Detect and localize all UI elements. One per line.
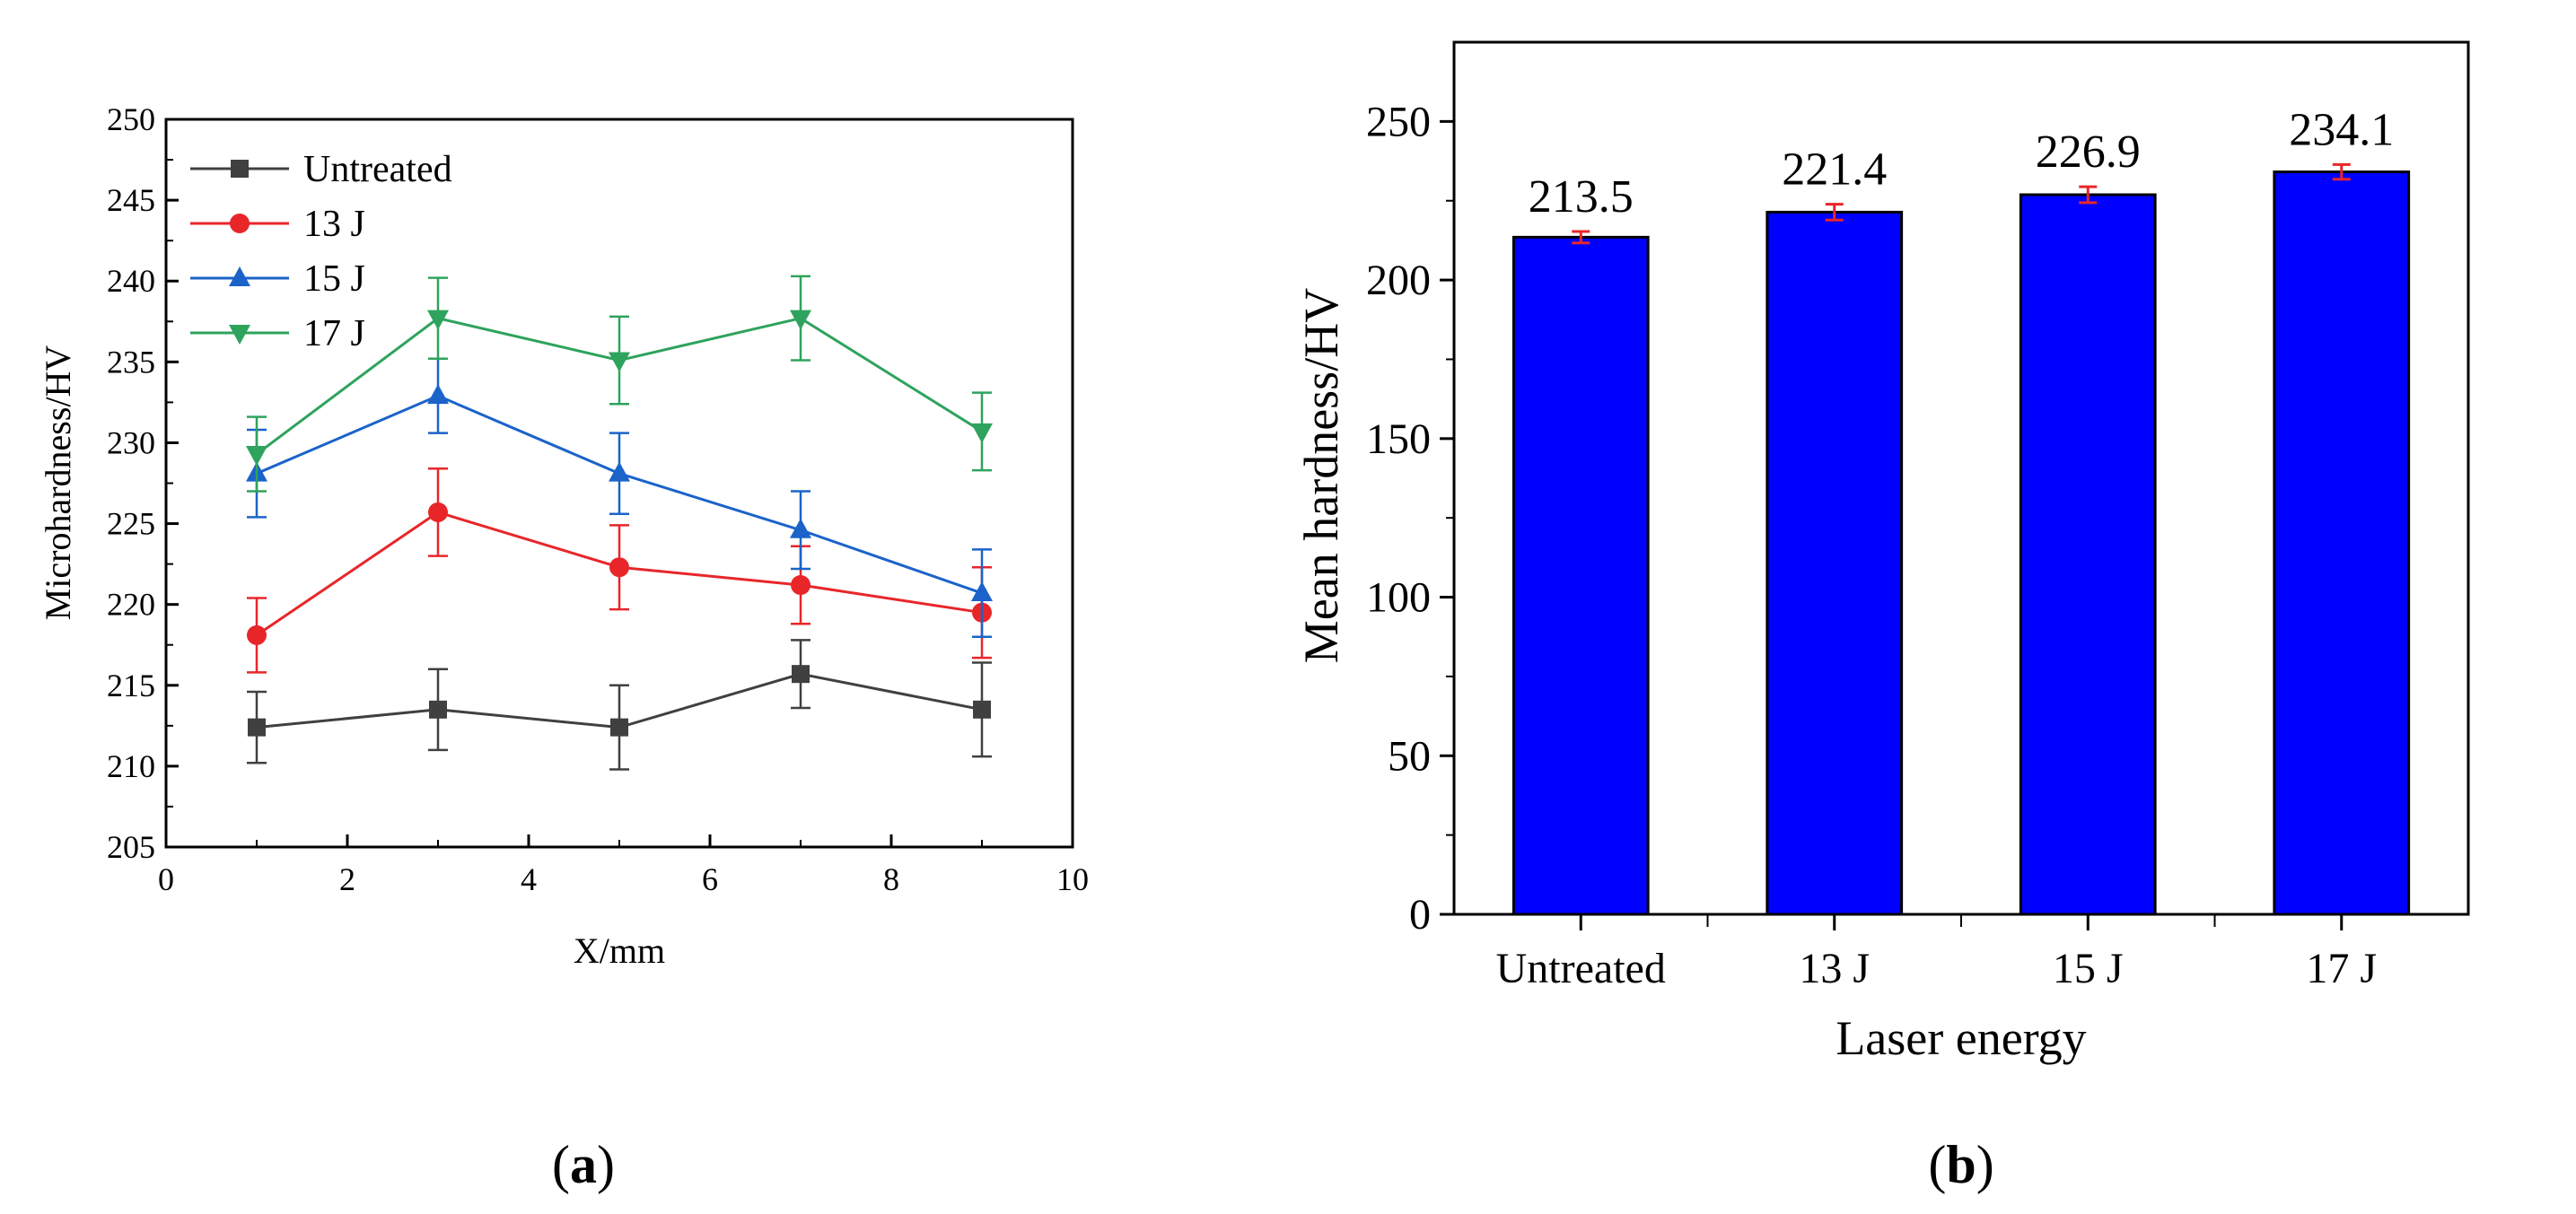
- panel-b-y-tick-label: 100: [1366, 574, 1431, 622]
- panel-b-y-axis-title: Mean hardness/HV: [1294, 288, 1348, 663]
- panel-a-y-tick-label: 205: [107, 829, 155, 865]
- panel-a-y-tick-label: 225: [107, 506, 155, 542]
- panel-a-y-axis-title: Microhardness/HV: [38, 345, 78, 621]
- legend-label-13j: 13 J: [303, 204, 365, 245]
- panel-a-x-tick-label: 4: [521, 861, 537, 897]
- panel-a-x-tick-label: 8: [883, 861, 899, 897]
- data-point-17-j: [427, 310, 449, 330]
- series-untreated: [247, 639, 992, 771]
- panel-a-y-tick-label: 250: [107, 101, 155, 137]
- panel-a-y-tick-label: 245: [107, 182, 155, 218]
- bar-value-label-untreated: 213.5: [1529, 171, 1634, 223]
- panel-b-x-tick-label: 17 J: [2306, 945, 2377, 992]
- legend-marker-shape: [230, 214, 250, 233]
- data-point-untreated: [610, 718, 628, 737]
- data-point-untreated: [429, 700, 447, 719]
- legend-marker-shape: [229, 266, 250, 286]
- data-point-untreated: [973, 700, 991, 719]
- bar-value-label-15-j: 226.9: [2036, 127, 2141, 178]
- panel-b-plot-frame: [1452, 40, 2470, 916]
- panel-a-y-tick-label: 235: [107, 344, 155, 380]
- legend-marker-15j: [229, 266, 250, 286]
- legend-marker-17j: [229, 325, 250, 345]
- data-point-15-j: [427, 384, 449, 405]
- panel-a-y-tick-label: 210: [107, 748, 155, 784]
- bar-value-label-17-j: 234.1: [2289, 104, 2394, 155]
- panel-a-x-tick-label: 2: [339, 861, 355, 897]
- panel-b-caption: (b): [1928, 1135, 1993, 1194]
- panel-a-y-tick-label: 215: [107, 668, 155, 703]
- panel-a-x-tick-label: 0: [158, 861, 174, 897]
- series-17-j: [246, 275, 993, 493]
- panel-a-y-tick-label: 240: [107, 263, 155, 299]
- panel-b-y-tick-label: 50: [1388, 732, 1431, 780]
- data-point-13-j: [791, 575, 810, 596]
- legend-label-15j: 15 J: [303, 258, 365, 300]
- panel-b-bar-chart: 213.5 221.4 226.9 234.1 0 50 100 150 200 250 Unt…: [1294, 40, 2470, 1194]
- legend-label-untreated: Untreated: [303, 149, 452, 190]
- data-point-17-j: [609, 352, 630, 372]
- bar-value-label-13-j: 221.4: [1782, 144, 1887, 196]
- bar-15-j: [2019, 193, 2157, 916]
- data-point-13-j: [428, 502, 448, 522]
- panel-a-caption-letter: a: [570, 1135, 597, 1194]
- panel-b-x-tick-label: 13 J: [1799, 945, 1870, 992]
- data-point-17-j: [246, 446, 267, 467]
- data-point-17-j: [790, 310, 811, 330]
- legend-marker-13j: [230, 214, 250, 233]
- panel-a-y-tick-label: 220: [107, 587, 155, 623]
- data-point-15-j: [790, 518, 811, 538]
- panel-b-x-tick-label: Untreated: [1496, 945, 1666, 992]
- legend-marker-untreated: [231, 160, 249, 178]
- legend-label-17j: 17 J: [303, 313, 365, 354]
- panel-b-x-tick-label: 15 J: [2053, 945, 2124, 992]
- bar-17-j: [2273, 170, 2411, 916]
- data-point-15-j: [971, 581, 993, 602]
- panel-a-caption: (a): [552, 1135, 615, 1194]
- legend-marker-shape: [229, 325, 250, 345]
- panel-a-line-chart: 205 210 215 220 225 230 235 240 245 250 0 2 4 6 8 10 U…: [38, 101, 1089, 1194]
- bar-13-j: [1766, 210, 1904, 916]
- panel-a-x-axis-title: X/mm: [574, 930, 665, 971]
- data-point-13-j: [609, 557, 629, 578]
- panel-b-y-tick-label: 250: [1366, 98, 1431, 145]
- series-15-j: [246, 357, 993, 638]
- panel-b-y-tick-label: 150: [1366, 415, 1431, 463]
- panel-a-x-tick-label: 10: [1056, 861, 1089, 897]
- panel-b-caption-letter: b: [1946, 1135, 1976, 1194]
- panel-b-y-tick-label: 0: [1409, 891, 1431, 939]
- legend-marker-shape: [231, 160, 249, 178]
- bar-untreated: [1511, 235, 1650, 916]
- panel-a-x-tick-label: 6: [702, 861, 718, 897]
- panel-b-x-axis-title: Laser energy: [1836, 1011, 2086, 1065]
- panel-a-y-tick-label: 230: [107, 424, 155, 460]
- data-point-untreated: [248, 718, 266, 737]
- panel-a-legend: Untreated 13 J 15 J 17 J: [190, 149, 452, 354]
- panel-b-y-tick-label: 200: [1366, 257, 1431, 304]
- data-point-17-j: [971, 423, 993, 443]
- data-point-15-j: [609, 461, 630, 482]
- data-point-13-j: [247, 624, 267, 645]
- data-point-untreated: [792, 665, 810, 684]
